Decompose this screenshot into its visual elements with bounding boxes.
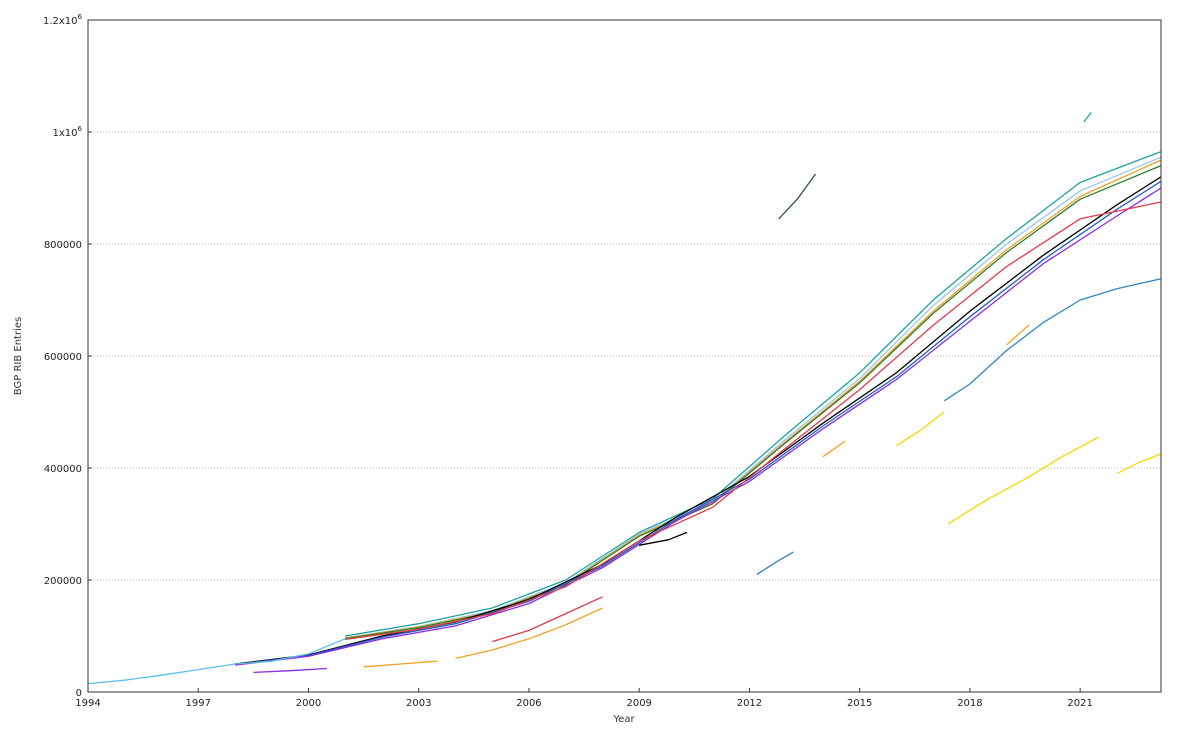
y-tick-label-2: 400000	[44, 464, 82, 475]
x-tick-label-7: 2015	[847, 698, 872, 709]
series-line-15	[778, 173, 817, 220]
x-axis-label: Year	[612, 714, 635, 725]
x-tick-label-0: 1994	[75, 698, 100, 709]
series-line-0	[345, 150, 1162, 637]
series-line-11	[896, 411, 945, 447]
series-line-10	[455, 607, 603, 660]
series-line-22	[1006, 324, 1030, 346]
series-line-1	[345, 156, 1162, 639]
series-line-12	[947, 436, 1099, 525]
x-tick-label-2: 2000	[296, 698, 321, 709]
x-tick-label-5: 2009	[626, 698, 651, 709]
x-tick-label-6: 2012	[737, 698, 762, 709]
series-line-21	[822, 440, 846, 458]
series-line-4	[234, 176, 1162, 665]
series-line-9	[943, 278, 1162, 402]
x-tick-label-9: 2021	[1067, 698, 1092, 709]
y-tick-label-3: 600000	[44, 352, 82, 363]
x-tick-label-8: 2018	[957, 698, 982, 709]
series-line-5	[234, 180, 1162, 666]
gridlines	[88, 131, 1161, 581]
x-tick-label-4: 2006	[516, 698, 541, 709]
series-line-7	[345, 201, 1162, 641]
series-line-16	[1083, 112, 1092, 123]
series-lines	[87, 112, 1162, 685]
series-line-20	[253, 667, 327, 674]
series-line-13	[1116, 453, 1162, 475]
y-tick-label-1: 200000	[44, 576, 82, 587]
x-tick-label-3: 2003	[406, 698, 431, 709]
y-tick-label-5: 1x106	[53, 125, 83, 139]
x-tick-label-1: 1997	[186, 698, 211, 709]
series-line-8	[87, 638, 346, 685]
y-tick-label-6: 1.2x106	[43, 13, 83, 27]
series-line-3	[345, 164, 1162, 640]
series-line-17	[492, 596, 603, 643]
series-line-14	[756, 551, 794, 575]
x-axis-ticks: 1994 1997 2000 2003 2006 2009 2012 2015 2018 2021	[75, 688, 1093, 709]
y-tick-label-0: 0	[76, 688, 82, 699]
series-line-18	[639, 531, 688, 546]
series-line-6	[234, 187, 1162, 666]
y-tick-label-4: 800000	[44, 240, 82, 251]
y-axis-label: BGP RIB Entries	[13, 317, 24, 395]
y-axis-ticks: 0 200000 400000 600000 800000 1x106 1.2x106	[43, 13, 92, 699]
series-line-2	[345, 159, 1162, 639]
series-line-19	[363, 660, 438, 668]
